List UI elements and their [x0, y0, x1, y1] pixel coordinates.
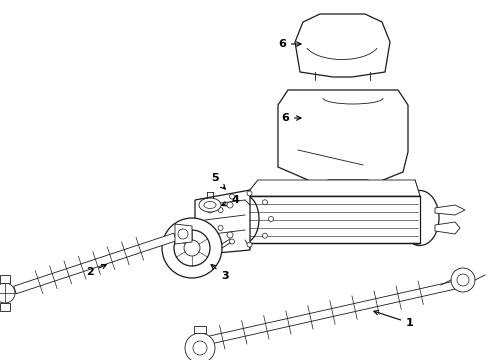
- Polygon shape: [245, 180, 420, 196]
- Polygon shape: [194, 326, 206, 333]
- Circle shape: [185, 333, 215, 360]
- Circle shape: [227, 232, 233, 238]
- Circle shape: [207, 237, 213, 243]
- Text: 6: 6: [281, 113, 301, 123]
- Polygon shape: [195, 190, 250, 255]
- Ellipse shape: [204, 202, 216, 208]
- Text: 2: 2: [86, 265, 106, 277]
- Circle shape: [218, 208, 223, 213]
- Text: 4: 4: [221, 195, 239, 206]
- Polygon shape: [435, 205, 465, 215]
- Circle shape: [247, 242, 252, 247]
- Circle shape: [247, 191, 252, 196]
- Text: 1: 1: [374, 311, 414, 328]
- Polygon shape: [348, 110, 361, 145]
- Ellipse shape: [231, 195, 259, 243]
- Polygon shape: [278, 90, 408, 190]
- Circle shape: [457, 274, 469, 286]
- Circle shape: [218, 225, 223, 230]
- Circle shape: [207, 207, 213, 213]
- Circle shape: [263, 200, 268, 205]
- Ellipse shape: [199, 198, 221, 212]
- Circle shape: [162, 218, 222, 278]
- Polygon shape: [295, 14, 390, 77]
- Polygon shape: [0, 275, 10, 283]
- Polygon shape: [14, 233, 176, 294]
- Text: 3: 3: [211, 265, 229, 281]
- Polygon shape: [320, 110, 333, 145]
- Circle shape: [263, 233, 268, 238]
- Polygon shape: [0, 303, 10, 311]
- Circle shape: [174, 230, 210, 266]
- Circle shape: [227, 202, 233, 208]
- Circle shape: [229, 194, 235, 199]
- Circle shape: [451, 268, 475, 292]
- Polygon shape: [435, 222, 460, 234]
- Text: 5: 5: [211, 173, 225, 189]
- Circle shape: [178, 229, 188, 239]
- Polygon shape: [175, 224, 192, 244]
- Polygon shape: [245, 196, 420, 243]
- Circle shape: [0, 283, 15, 303]
- Circle shape: [184, 240, 200, 256]
- Circle shape: [193, 341, 207, 355]
- Polygon shape: [209, 281, 456, 344]
- Circle shape: [269, 216, 273, 221]
- Text: 6: 6: [278, 39, 301, 49]
- Ellipse shape: [401, 190, 439, 246]
- Circle shape: [229, 239, 235, 244]
